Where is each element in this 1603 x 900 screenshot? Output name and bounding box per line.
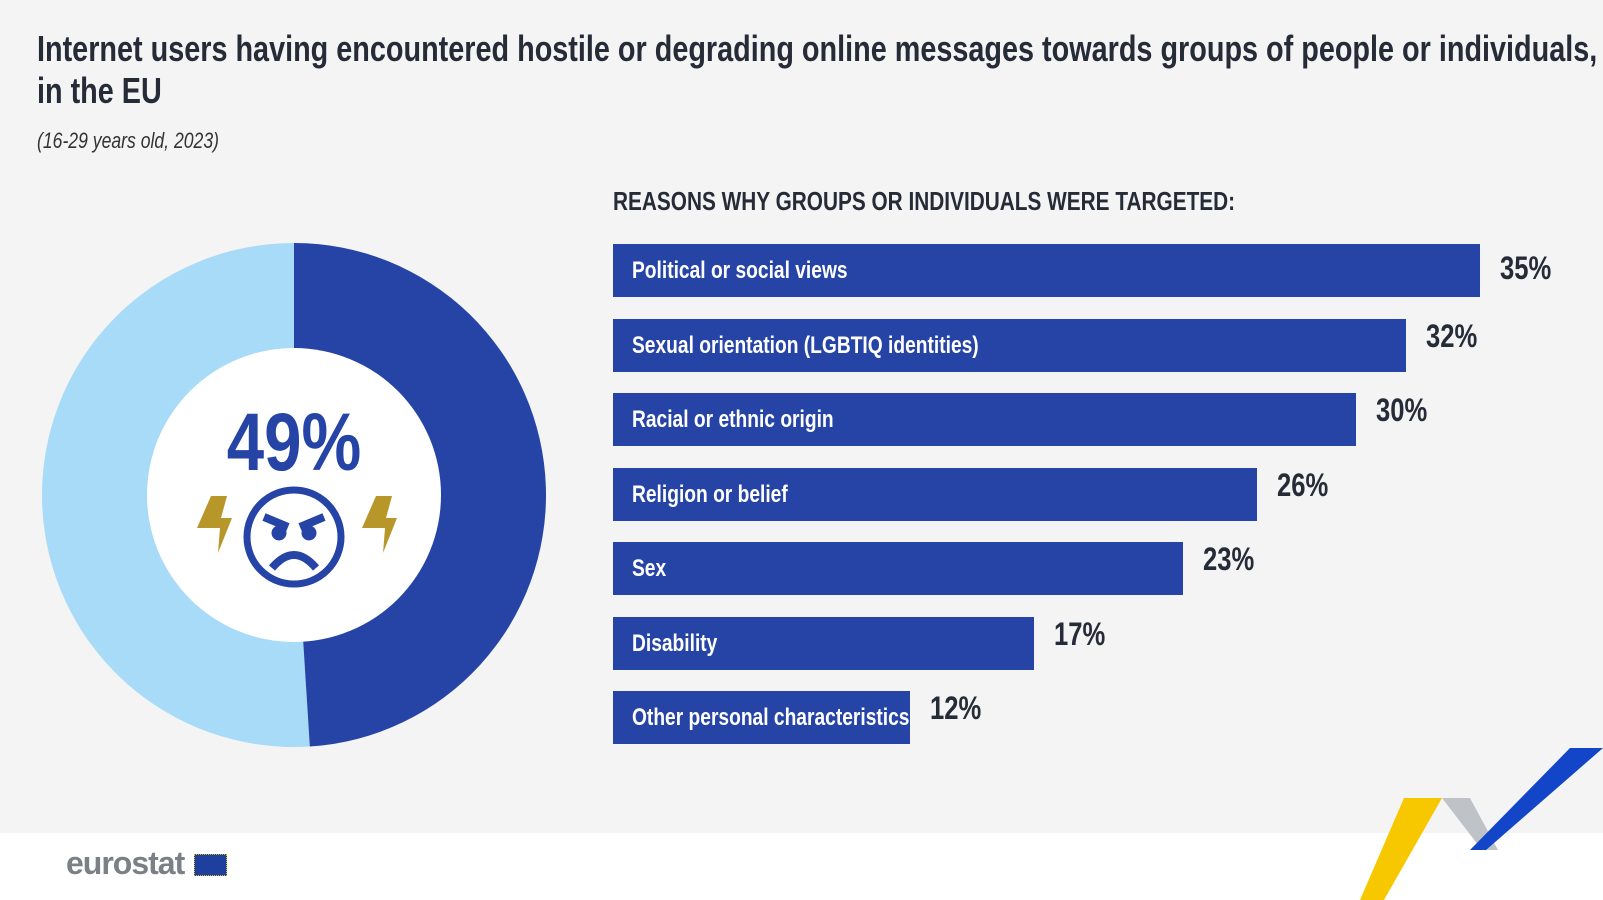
bar-category-label: Other personal characteristics (632, 704, 910, 731)
bar-chart-title-text: REASONS WHY GROUPS OR INDIVIDUALS WERE T… (613, 186, 1236, 216)
donut-value-label: 49% (226, 397, 362, 488)
angry-face-icon (243, 486, 345, 588)
bar: Political or social views (613, 244, 1480, 297)
bar: Sex (613, 542, 1183, 595)
title-line-2: in the EU (37, 70, 162, 111)
donut-hole (147, 348, 441, 642)
chart-title: Internet users having encountered hostil… (37, 28, 1603, 112)
eurostat-logo: eurostat (66, 845, 228, 882)
bar: Racial or ethnic origin (613, 393, 1357, 446)
bar: Other personal characteristics (613, 691, 911, 744)
bar-chart-title: REASONS WHY GROUPS OR INDIVIDUALS WERE T… (613, 186, 1391, 217)
title-line-1: Internet users having encountered hostil… (37, 28, 1598, 69)
bar: Disability (613, 616, 1035, 670)
eurostat-stripes (1360, 748, 1603, 900)
bar-category-label: Disability (632, 629, 718, 657)
bar-value-label: 23% (1202, 541, 1254, 577)
eu-flag-icon (194, 854, 228, 876)
subtitle-text: (16-29 years old, 2023) (37, 128, 219, 153)
bar: Sexual orientation (LGBTIQ identities) (613, 318, 1406, 372)
lightning-icon-left (197, 496, 232, 553)
bar-category-label: Sexual orientation (LGBTIQ identities) (632, 331, 979, 359)
bar-value-label: 30% (1376, 392, 1428, 428)
bar-value-label: 17% (1054, 615, 1106, 652)
bar-category-label: Political or social views (632, 257, 848, 284)
bar-category-label: Racial or ethnic origin (632, 406, 834, 433)
logo-text: eurostat (66, 845, 185, 881)
bar-value-label: 35% (1499, 250, 1552, 286)
bar-category-label: Sex (632, 555, 667, 582)
lightning-icon-right (362, 496, 397, 553)
bar-value-label: 32% (1425, 317, 1477, 354)
bar-category-label: Religion or belief (632, 480, 788, 508)
bar: Religion or belief (613, 467, 1258, 521)
bar-value-label: 26% (1277, 466, 1329, 503)
chart-subtitle: (16-29 years old, 2023) (37, 128, 264, 154)
bar-value-label: 12% (930, 690, 982, 726)
